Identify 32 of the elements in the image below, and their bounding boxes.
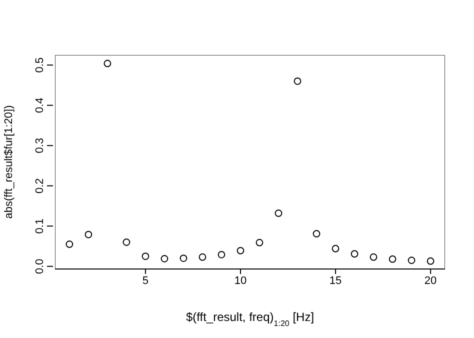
point [142,252,150,260]
point [274,210,282,217]
x-tick-label: 15 [329,274,342,287]
point [370,253,378,261]
y-tick-label: 0.2 [34,178,46,194]
point [388,255,396,263]
point [350,250,358,258]
point [104,60,112,68]
x-axis-title: $(fft_result, freq)$_{1:20}$ [Hz] [186,310,314,328]
x-tick-label: 10 [234,274,247,287]
y-tick-label: 0.3 [34,138,46,154]
point [408,256,416,264]
point [66,240,74,248]
point [180,254,188,262]
point [332,244,340,252]
point [160,254,168,262]
x-tick-label: 20 [424,274,437,287]
point [84,230,92,238]
y-tick-label: 0.5 [34,57,46,73]
point [426,257,434,265]
point [218,250,226,258]
y-tick-label: 0.0 [34,258,46,274]
point [198,253,206,261]
y-tick-label: 0.4 [34,98,46,113]
x-tick-label: 5 [142,274,149,287]
point [236,246,244,254]
point [312,230,320,238]
y-tick-label: 0.1 [34,218,46,234]
point [256,238,264,246]
y-axis-title: abs(fft_result$fur[1:20]) [3,105,15,219]
point [294,77,302,85]
point [122,238,130,246]
